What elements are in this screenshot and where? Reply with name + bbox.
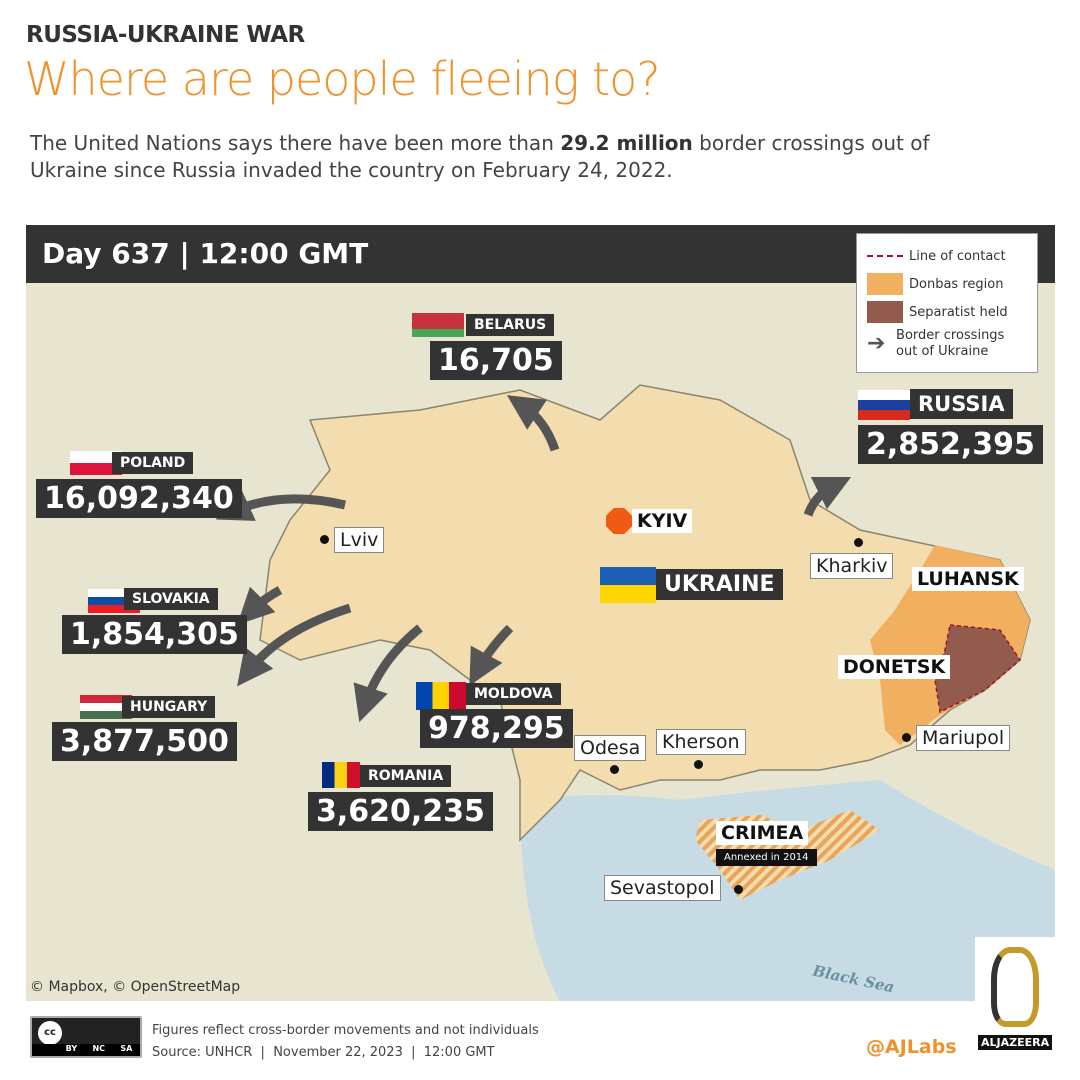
city-lviv: Lviv [334, 527, 385, 553]
intro-text: The United Nations says there have been … [30, 130, 1010, 184]
ukraine-label: UKRAINE [656, 569, 783, 600]
legend-label: Border crossings out of Ukraine [896, 328, 1005, 359]
footer-source: Source: UNHCR | November 22, 2023 | 12:0… [152, 1045, 495, 1060]
count-belarus: 16,705 [430, 341, 562, 380]
legend-arrow: ➔ Border crossings out of Ukraine [867, 326, 1027, 362]
brand-name: ALJAZEERA [978, 1035, 1053, 1050]
dashed-line-swatch [867, 255, 903, 257]
city-dot-icon [320, 535, 329, 544]
russia-flag-icon [858, 390, 910, 420]
city-kharkiv: Kharkiv [810, 553, 894, 579]
country-name-hungary: HUNGARY [122, 696, 216, 718]
count-russia: 2,852,395 [858, 425, 1043, 464]
legend-donbas: Donbas region [867, 270, 1027, 298]
legend-separatist: Separatist held [867, 298, 1027, 326]
arrow-moldova [469, 624, 514, 686]
country-name-belarus: BELARUS [466, 314, 555, 336]
map[interactable]: Day 637 | 12:00 GMT Line of contact Donb… [26, 225, 1055, 1001]
city-dot-icon [902, 733, 911, 742]
legend-line-of-contact: Line of contact [867, 242, 1027, 270]
ukraine-shape [259, 384, 1031, 842]
arrow-russia [803, 476, 852, 517]
map-credit: © Mapbox, © OpenStreetMap [30, 979, 241, 995]
region-crimea: CRIMEA [716, 821, 809, 845]
region-donetsk: DONETSK [838, 655, 951, 679]
city-dot-icon [610, 765, 619, 774]
city-mariupol: Mariupol [916, 725, 1011, 751]
kicker: RUSSIA-UKRAINE WAR [26, 22, 305, 48]
legend-label: Donbas region [909, 276, 1004, 292]
swatch [867, 273, 903, 295]
city-dot-icon [734, 885, 743, 894]
count-slovakia: 1,854,305 [62, 615, 247, 654]
country-name-russia: RUSSIA [910, 389, 1013, 419]
arrow-slovakia [237, 586, 283, 625]
aljazeera-calligraphy-icon [991, 947, 1039, 1027]
arrow-right-icon: ➔ [867, 331, 886, 356]
cc-license-icon: cc BY NC SA [30, 1016, 142, 1058]
city-dot-icon [694, 760, 703, 769]
count-poland: 16,092,340 [36, 479, 242, 518]
country-name-poland: POLAND [112, 452, 194, 474]
footer-text: Figures reflect cross-border movements a… [152, 1020, 539, 1064]
city-kherson: Kherson [656, 729, 746, 755]
capital-kyiv: KYIV [632, 509, 693, 533]
page-title: Where are people fleeing to? [24, 52, 661, 106]
count-hungary: 3,877,500 [52, 722, 237, 761]
intro-pre: The United Nations says there have been … [30, 131, 561, 155]
swatch [867, 301, 903, 323]
sea [520, 780, 1055, 1001]
capital-marker-icon [606, 508, 632, 534]
city-sevastopol: Sevastopol [604, 875, 721, 901]
license-sa: SA [120, 1044, 133, 1053]
arrow-belarus [506, 395, 560, 452]
legend: Line of contact Donbas region Separatist… [856, 233, 1038, 373]
count-moldova: 978,295 [420, 709, 573, 748]
romania-flag-icon [322, 762, 360, 788]
arrow-hungary [237, 603, 352, 687]
arrow-romania [353, 624, 423, 723]
ukraine-flag-icon [600, 567, 656, 603]
legend-label: Line of contact [909, 248, 1006, 264]
legend-label: Separatist held [909, 304, 1008, 320]
license-nc: NC [92, 1044, 106, 1053]
intro-post: border crossings out of Ukraine since Ru… [30, 131, 930, 182]
footer-note: Figures reflect cross-border movements a… [152, 1023, 539, 1038]
city-dot-icon [854, 538, 863, 547]
aljazeera-logo: ALJAZEERA [975, 937, 1055, 1057]
country-name-romania: ROMANIA [360, 765, 452, 787]
count-romania: 3,620,235 [308, 792, 493, 831]
country-name-slovakia: SLOVAKIA [124, 588, 218, 610]
ajlabs-handle[interactable]: @AJLabs [866, 1036, 957, 1058]
moldova-flag-icon [416, 682, 466, 710]
belarus-flag-icon [412, 313, 464, 337]
arrow-poland [215, 488, 347, 521]
city-odesa: Odesa [574, 735, 647, 761]
crimea-note: Annexed in 2014 [716, 849, 817, 866]
country-name-moldova: MOLDOVA [466, 683, 561, 705]
license-by: BY [65, 1044, 78, 1053]
intro-figure: 29.2 million [560, 131, 693, 155]
region-luhansk: LUHANSK [912, 567, 1024, 591]
